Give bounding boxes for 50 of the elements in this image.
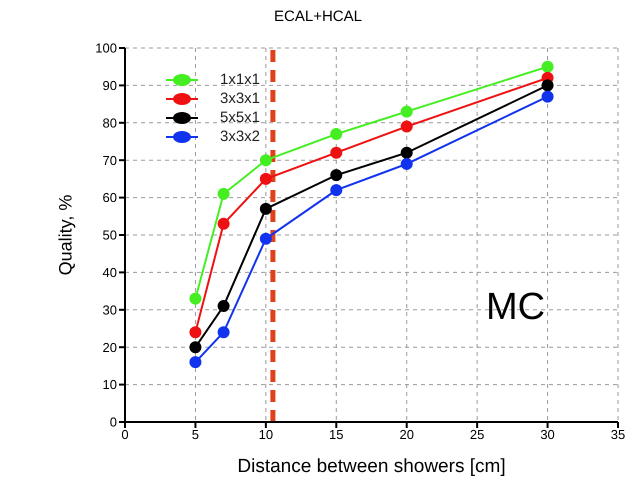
y-axis-title: Quality, %	[55, 194, 76, 276]
point	[330, 128, 342, 140]
x-axis-title: Distance between showers [cm]	[237, 456, 506, 477]
point	[260, 172, 272, 185]
point	[400, 146, 413, 159]
x-tick-label: 20	[399, 427, 414, 442]
y-tick-label: 80	[102, 115, 117, 130]
point	[189, 326, 202, 338]
legend-label: 3x3x2	[220, 127, 260, 146]
point	[189, 341, 202, 354]
point	[218, 326, 230, 338]
x-tick-label: 25	[470, 427, 484, 442]
y-tick-label: 20	[102, 340, 117, 355]
y-tick-label: 10	[102, 377, 117, 392]
y-tick-label: 0	[110, 414, 117, 430]
point	[260, 232, 272, 245]
point	[330, 184, 342, 196]
y-tick-label: 70	[102, 152, 117, 168]
legend-label: 1x1x1	[220, 70, 260, 89]
point	[260, 154, 272, 166]
annotation: MC	[486, 286, 546, 329]
point	[400, 120, 413, 133]
point	[400, 106, 413, 118]
x-tick-label: 10	[258, 427, 274, 442]
point	[330, 146, 342, 159]
chart-title: ECAL+HCAL	[273, 8, 363, 27]
point	[542, 90, 554, 103]
x-tick-label: 30	[540, 427, 555, 442]
x-tick-label: 35	[610, 427, 626, 442]
x-tick-label: 0	[121, 427, 129, 442]
point	[542, 60, 554, 73]
point	[218, 300, 230, 312]
point	[260, 202, 272, 215]
legend-label: 5x5x1	[220, 108, 260, 127]
x-tick-label: 5	[192, 427, 200, 442]
point	[189, 292, 202, 305]
point	[218, 218, 230, 230]
point	[542, 79, 554, 92]
y-tick-label: 30	[102, 302, 117, 318]
point	[218, 188, 230, 200]
x-tick-label: 15	[329, 427, 344, 442]
point	[330, 169, 342, 182]
point	[189, 356, 202, 368]
point	[400, 158, 413, 170]
y-tick-label: 100	[95, 40, 117, 56]
y-tick-label: 50	[102, 228, 117, 243]
y-tick-label: 60	[102, 190, 117, 206]
y-tick-label: 40	[102, 265, 117, 280]
y-tick-label: 90	[102, 78, 117, 94]
legend-label: 3x3x1	[220, 89, 260, 108]
